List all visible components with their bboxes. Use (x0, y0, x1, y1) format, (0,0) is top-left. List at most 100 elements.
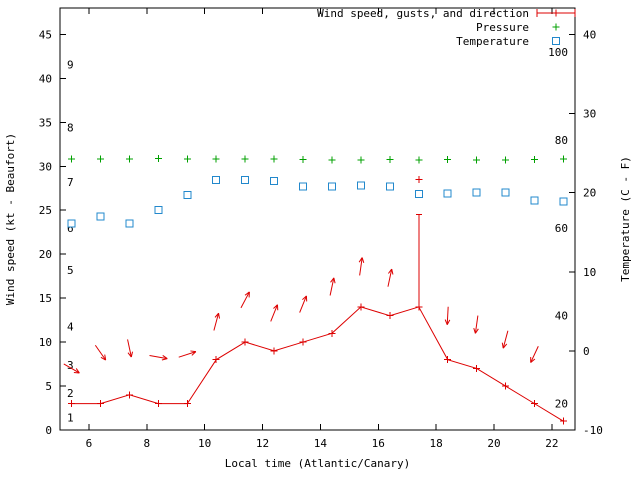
pressure-point (68, 155, 76, 163)
line (213, 313, 220, 331)
square-marker (96, 212, 105, 221)
square-marker (327, 182, 336, 191)
pressure-point (154, 154, 162, 162)
wind-arrow (501, 330, 509, 349)
square-marker (414, 190, 423, 199)
line (387, 268, 393, 274)
wind-point (68, 400, 76, 408)
line (502, 343, 508, 349)
wind-point (241, 338, 249, 346)
fahrenheit-label: 100 (548, 46, 568, 59)
square-marker (183, 190, 192, 199)
wind-direction-arrows (63, 257, 539, 374)
legend-sample-pressure (552, 23, 560, 31)
beaufort-label: 4 (67, 320, 74, 333)
line (214, 312, 219, 318)
wind-arrow (530, 346, 539, 363)
wind-arrow (94, 344, 107, 361)
y-left-tick-label: 25 (39, 204, 52, 217)
line (358, 257, 363, 263)
pressure-point (299, 156, 307, 164)
beaufort-label: 8 (67, 122, 74, 135)
legend-sample-temperature (552, 37, 560, 45)
fahrenheit-label: 80 (555, 134, 568, 147)
x-tick-label: 10 (198, 437, 211, 450)
wind-arrow (63, 363, 80, 374)
legend-label-temperature: Temperature (456, 35, 529, 48)
line (333, 277, 336, 284)
wind-point (97, 400, 105, 408)
beaufort-label: 7 (67, 176, 74, 189)
line (473, 328, 476, 334)
fahrenheit-label: 40 (555, 310, 568, 323)
wind-point (386, 312, 394, 320)
pressure-point (212, 155, 220, 163)
pressure-point (241, 155, 249, 163)
wind-arrow (270, 304, 279, 322)
y-left-tick-label: 20 (39, 248, 52, 261)
line (391, 268, 394, 275)
square-marker (530, 196, 539, 205)
line (162, 355, 168, 360)
y-left-tick-label: 5 (45, 380, 52, 393)
pressure-point (444, 156, 452, 164)
line (218, 313, 221, 319)
pressure-point (559, 155, 567, 163)
legend-pressure-marker (552, 23, 560, 31)
wind-arrow (444, 306, 451, 325)
square-marker (559, 197, 568, 206)
line (530, 358, 536, 363)
legend-wind-marker (552, 9, 560, 17)
line (474, 315, 479, 334)
wind-arrow (240, 291, 250, 309)
wind-point (299, 338, 307, 346)
line (104, 354, 107, 361)
y-right-tick-label: 20 (583, 187, 596, 200)
square-marker (472, 188, 481, 197)
y-right-tick-label: 0 (583, 345, 590, 358)
line (329, 277, 335, 296)
square-marker (154, 206, 163, 215)
x-axis: 6 8 10 12 14 16 18 20 22 Local time (Atlantic/Can… (86, 8, 558, 470)
wind-point (502, 382, 510, 390)
temperature-series (67, 175, 568, 228)
beaufort-label: 1 (67, 412, 74, 425)
pressure-point (328, 156, 336, 164)
square-marker (125, 219, 134, 228)
y-left-tick-label: 35 (39, 116, 52, 129)
y-left-tick-label: 40 (39, 72, 52, 85)
square-marker (552, 37, 560, 45)
line (127, 339, 132, 358)
pressure-point (386, 156, 394, 164)
y-left-tick-label: 10 (39, 336, 52, 349)
wind-arrow (473, 315, 479, 334)
pressure-point (97, 155, 105, 163)
legend: Wind speed, gusts, and directionPressure… (317, 7, 576, 48)
line (94, 344, 107, 361)
square-marker (270, 176, 279, 185)
line (178, 351, 197, 358)
legend-sample-wind (536, 9, 576, 17)
x-tick-label: 22 (545, 437, 558, 450)
line (474, 328, 479, 334)
wind-arrow (149, 354, 168, 361)
wind-point (473, 364, 481, 372)
wind-arrow (127, 339, 134, 358)
pressure-point (270, 155, 278, 163)
wind-line (71, 306, 564, 422)
line (330, 277, 335, 283)
legend-label-pressure: Pressure (476, 21, 529, 34)
wind-point (530, 400, 538, 408)
fahrenheit-label: 60 (555, 222, 568, 235)
line (359, 257, 363, 276)
square-marker (443, 189, 452, 198)
line (446, 319, 451, 325)
beaufort-label: 2 (67, 387, 74, 400)
x-tick-label: 20 (487, 437, 500, 450)
line (190, 350, 196, 353)
line (161, 358, 168, 361)
y-left-axis-title: Wind speed (kt - Beaufort) (4, 133, 17, 305)
